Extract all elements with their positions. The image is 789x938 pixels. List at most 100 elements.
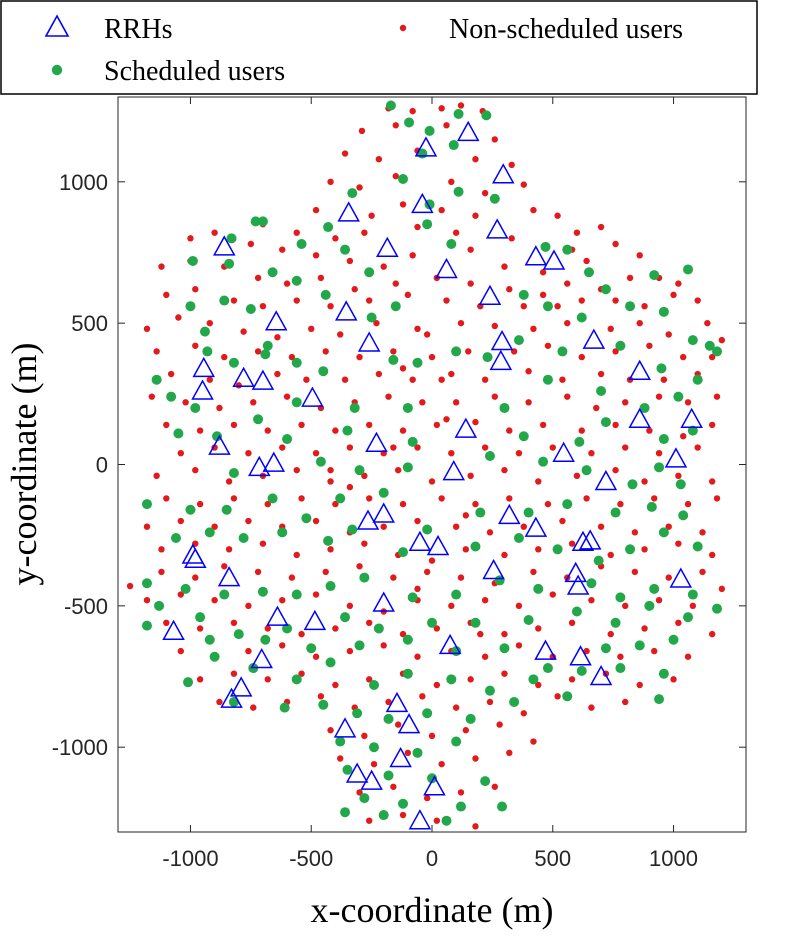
rrh-point	[534, 639, 557, 660]
data-marks	[126, 100, 726, 830]
nonscheduled-user-point	[358, 127, 366, 135]
nonscheduled-user-point	[559, 376, 566, 383]
scheduled-user-point	[422, 219, 433, 230]
nonscheduled-user-point	[448, 449, 455, 457]
scheduled-user-point	[151, 374, 162, 385]
plot-area	[117, 96, 747, 833]
nonscheduled-user-point	[247, 240, 255, 248]
nonscheduled-user-point	[675, 540, 682, 547]
scheduled-user-point	[257, 216, 268, 227]
scheduled-user-point	[173, 428, 184, 439]
scheduled-user-point	[224, 258, 235, 269]
nonscheduled-user-point	[361, 732, 368, 740]
rrh-point	[191, 379, 214, 400]
nonscheduled-user-point	[346, 444, 354, 451]
scheduled-user-point	[424, 125, 435, 136]
scheduled-user-point	[354, 465, 365, 476]
scheduled-user-point	[712, 346, 723, 357]
nonscheduled-user-point	[346, 602, 354, 610]
nonscheduled-user-point	[448, 602, 455, 610]
scheduled-user-point	[347, 524, 358, 535]
nonscheduled-user-point	[583, 257, 590, 265]
scheduled-user-point	[221, 504, 232, 515]
scheduled-user-point	[228, 357, 239, 368]
nonscheduled-user-point	[481, 376, 489, 383]
nonscheduled-user-point	[535, 681, 542, 689]
nonscheduled-user-point	[373, 319, 380, 327]
scheduled-user-point	[378, 810, 389, 821]
nonscheduled-user-point	[394, 466, 402, 474]
rrh-point	[372, 502, 395, 523]
nonscheduled-user-point	[617, 500, 624, 508]
scheduled-user-point	[482, 352, 493, 363]
scheduled-user-point	[538, 456, 549, 467]
scheduled-user-point	[615, 340, 626, 351]
rrh-point	[365, 431, 388, 453]
nonscheduled-user-point	[126, 582, 134, 590]
nonscheduled-user-point	[506, 495, 513, 502]
rrh-point	[456, 120, 480, 142]
nonscheduled-user-point	[158, 546, 165, 553]
scheduled-user-point	[335, 736, 346, 747]
nonscheduled-user-point	[192, 466, 199, 474]
nonscheduled-user-point	[530, 206, 537, 214]
scheduled-user-point	[347, 188, 358, 199]
scheduled-user-point	[704, 340, 715, 351]
scheduled-user-point	[658, 527, 669, 538]
nonscheduled-user-point	[539, 269, 547, 276]
nonscheduled-user-point	[506, 286, 513, 293]
scheduled-user-point	[673, 391, 684, 402]
nonscheduled-user-point	[491, 322, 498, 330]
scheduled-user-point	[369, 680, 380, 690]
scheduled-user-point	[233, 629, 244, 640]
scheduled-user-point	[170, 533, 181, 543]
scheduled-user-point	[484, 451, 495, 462]
rrh-point	[478, 284, 502, 306]
rrh-point	[628, 359, 651, 380]
scheduled-user-point	[644, 600, 655, 611]
nonscheduled-user-point	[414, 444, 421, 451]
nonscheduled-user-point	[520, 181, 527, 188]
scheduled-user-point	[687, 425, 698, 436]
nonscheduled-user-point	[317, 693, 325, 700]
nonscheduled-user-point	[196, 427, 204, 434]
nonscheduled-user-point	[143, 325, 151, 333]
scheduled-user-point	[369, 742, 380, 753]
nonscheduled-user-point	[264, 427, 271, 434]
nonscheduled-user-point	[530, 568, 537, 576]
y-tick-label: -1000	[52, 735, 108, 760]
scheduled-user-point	[683, 612, 694, 623]
scheduled-user-point	[141, 620, 152, 631]
nonscheduled-user-point	[279, 246, 286, 253]
scheduled-user-point	[562, 499, 573, 510]
nonscheduled-user-point	[264, 500, 271, 508]
scheduled-user-point	[199, 326, 210, 337]
nonscheduled-user-point	[457, 319, 465, 327]
scheduled-user-point	[315, 456, 326, 467]
nonscheduled-user-point	[404, 291, 412, 299]
nonscheduled-user-point	[148, 393, 156, 400]
scheduled-user-point	[678, 510, 689, 521]
nonscheduled-user-point	[366, 421, 373, 429]
legend-nonscheduled-label: Non-scheduled users	[449, 14, 683, 45]
nonscheduled-user-point	[578, 427, 585, 434]
scheduled-user-point	[656, 363, 667, 374]
scheduled-user-point	[627, 479, 638, 490]
nonscheduled-user-point	[477, 630, 484, 638]
nonscheduled-user-point	[414, 585, 421, 593]
scheduled-user-point	[557, 346, 568, 357]
nonscheduled-user-point	[568, 676, 576, 683]
nonscheduled-user-point	[539, 421, 547, 429]
nonscheduled-user-point	[718, 585, 726, 593]
nonscheduled-user-point	[399, 427, 407, 434]
legend-rrh-marker	[44, 14, 70, 37]
rrh-point	[578, 529, 602, 550]
scheduled-user-point	[228, 467, 239, 478]
nonscheduled-user-point	[472, 212, 479, 219]
rrh-point	[566, 574, 590, 595]
scheduled-user-point	[484, 685, 495, 696]
rrh-point	[264, 310, 288, 331]
nonscheduled-user-point	[230, 421, 238, 429]
nonscheduled-user-point	[158, 263, 165, 270]
rrh-point	[542, 249, 566, 270]
